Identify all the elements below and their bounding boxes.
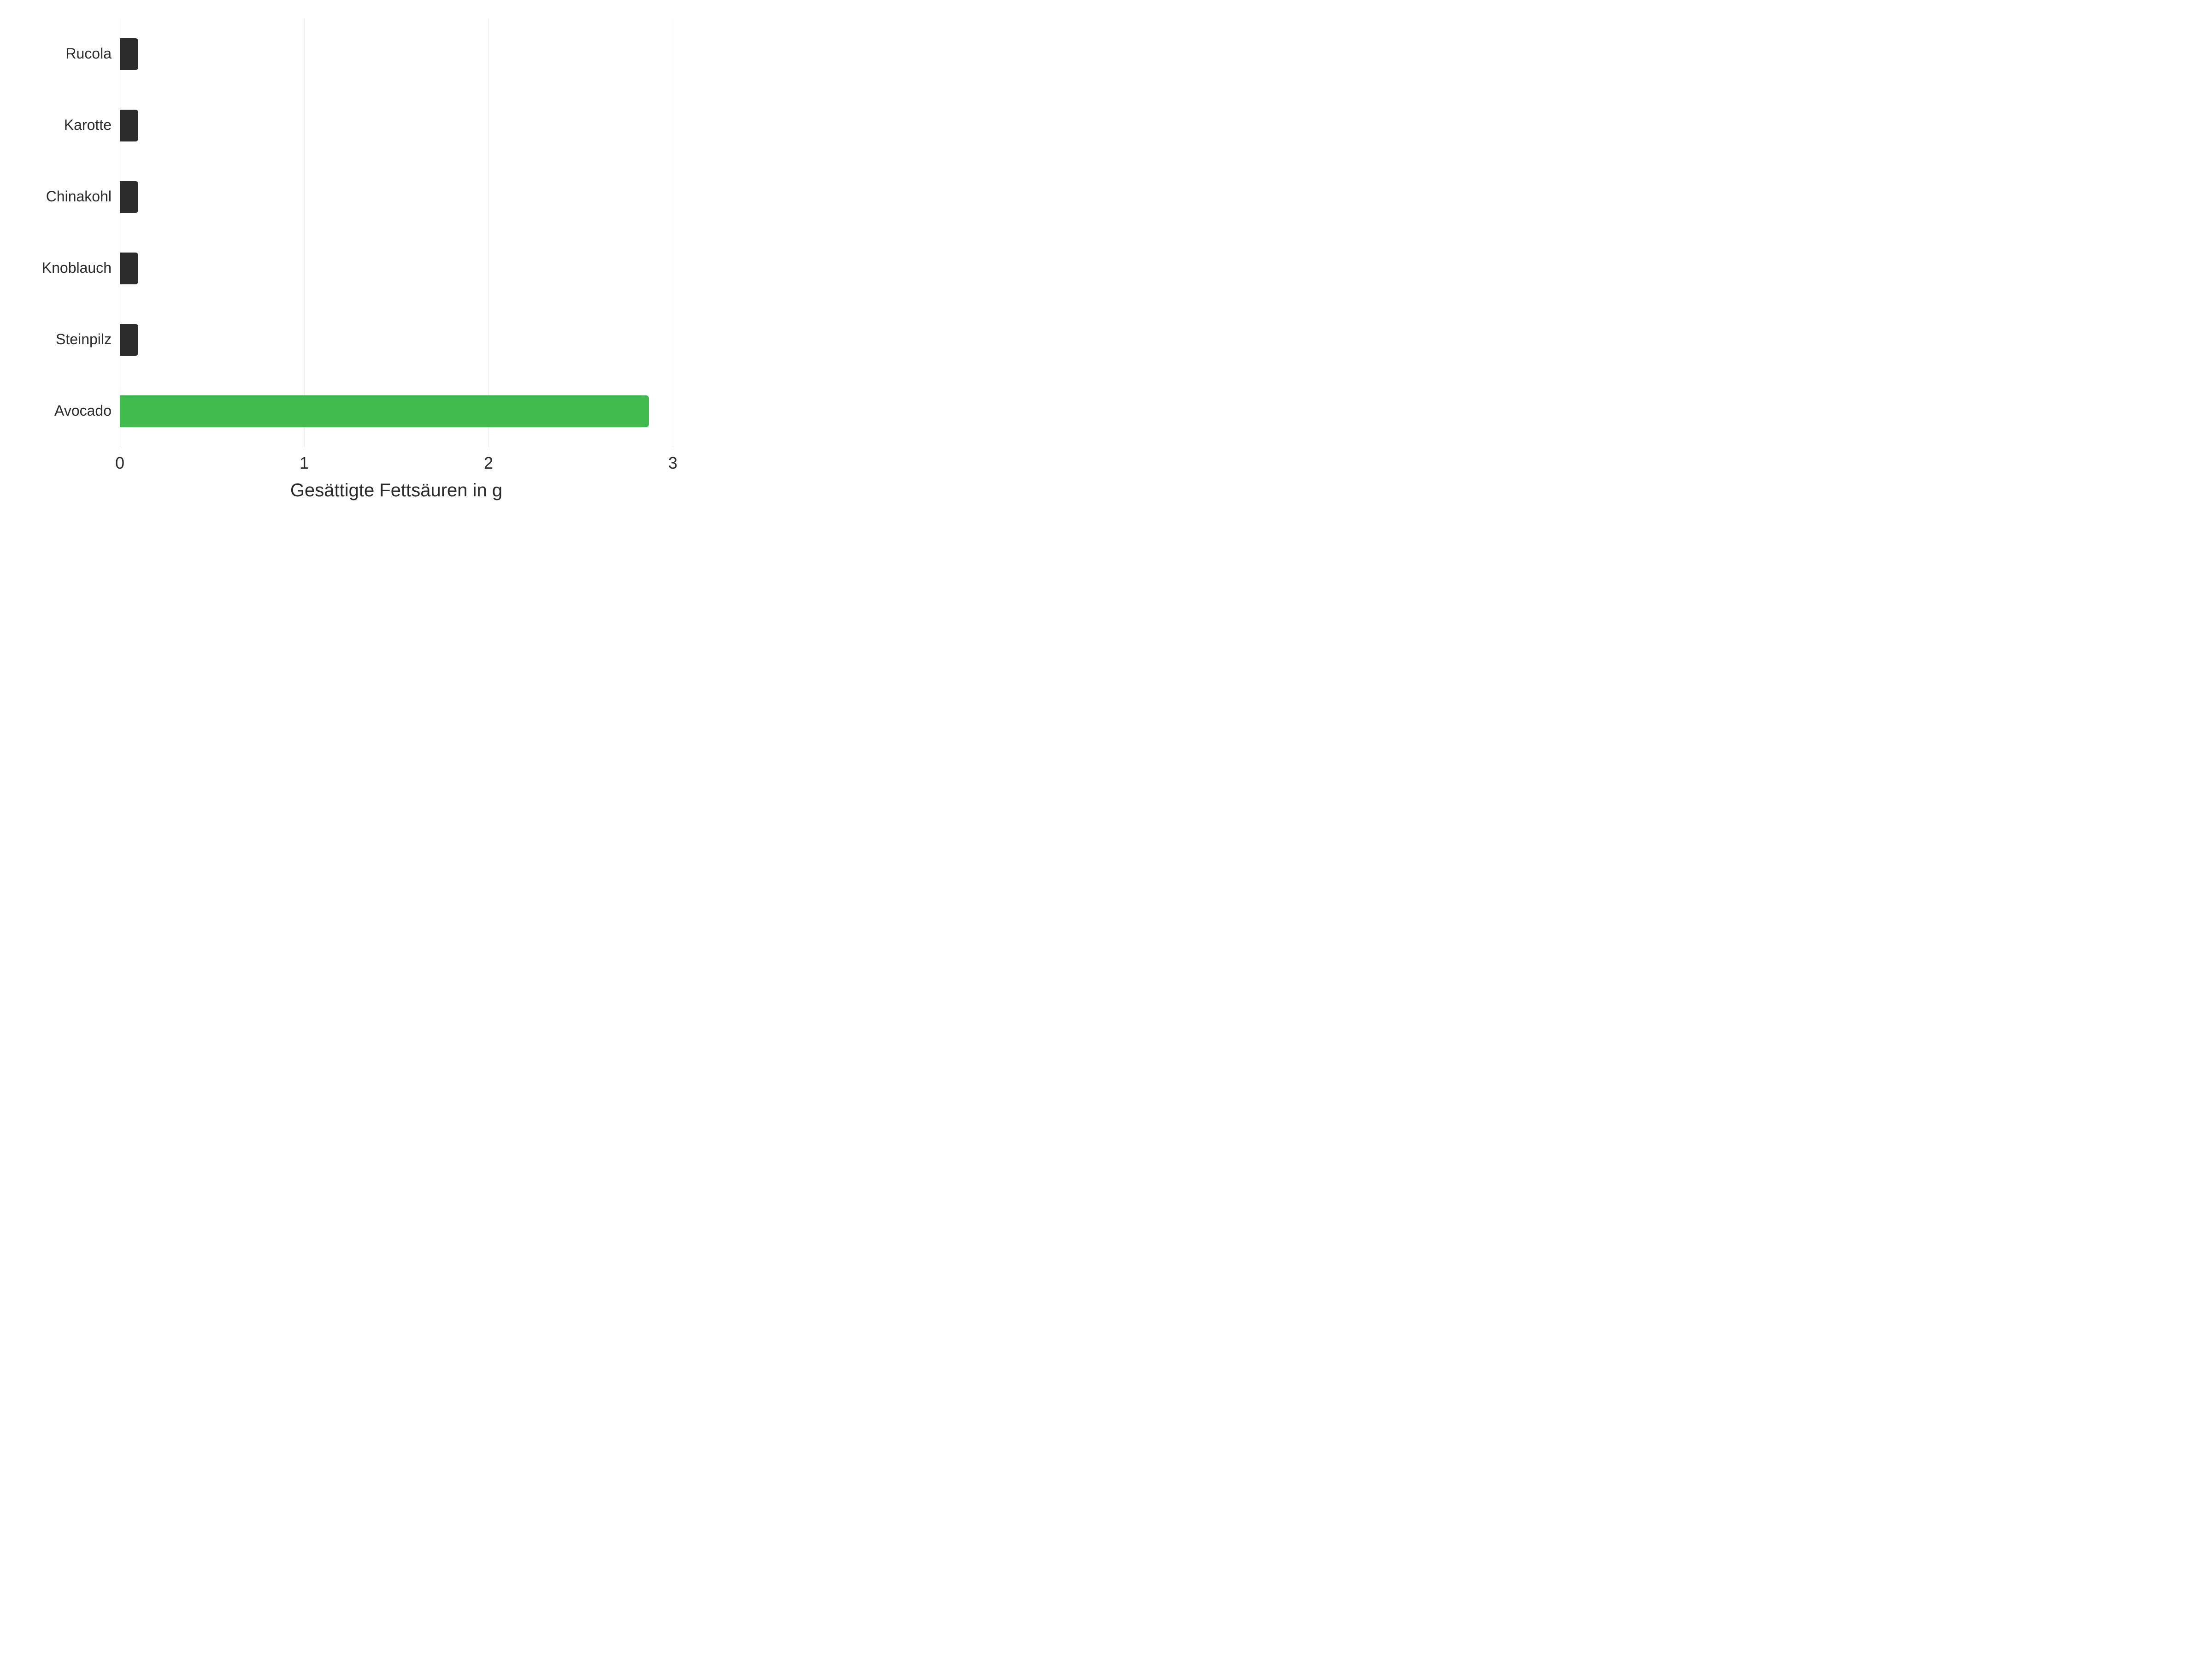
gridline	[488, 18, 489, 447]
x-axis-title: Gesättigte Fettsäuren in g	[290, 480, 502, 501]
x-tick-label: 0	[115, 453, 124, 473]
y-category-label: Steinpilz	[56, 331, 112, 348]
y-category-label: Karotte	[64, 117, 112, 134]
y-category-label: Rucola	[65, 45, 112, 62]
x-tick-label: 3	[668, 453, 677, 473]
bar	[120, 181, 138, 213]
gridline	[304, 18, 305, 447]
bar	[120, 324, 138, 356]
plot-area	[120, 18, 673, 447]
x-tick-label: 1	[300, 453, 309, 473]
bar	[120, 110, 138, 142]
y-category-label: Avocado	[54, 402, 112, 419]
bar	[120, 253, 138, 285]
x-tick-label: 2	[484, 453, 493, 473]
bar	[120, 395, 649, 428]
bar	[120, 38, 138, 71]
y-category-label: Knoblauch	[42, 259, 112, 276]
chart-container: 0 1 2 3 Rucola Karotte Chinakohl Knoblauch Stein…	[0, 0, 700, 525]
y-category-label: Chinakohl	[46, 188, 112, 205]
